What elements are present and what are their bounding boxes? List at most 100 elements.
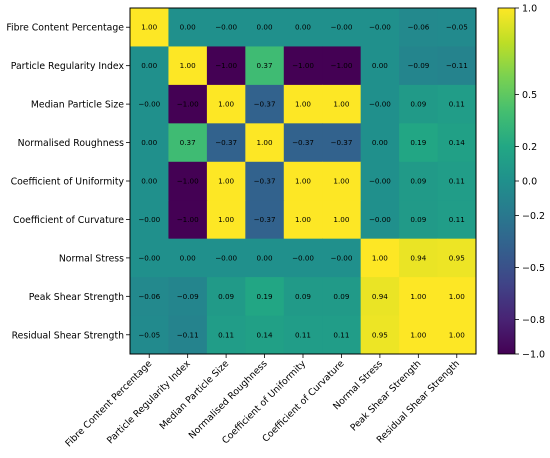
heatmap-cell [283,123,323,163]
heatmap-cell [360,123,400,163]
colorbar-tick-label: −1.0 [522,350,545,361]
heatmap-cell [245,315,285,355]
x-tick-label: Residual Shear Strength [375,358,462,445]
cell-value-label: 0.95 [449,253,465,262]
heatmap-cell [399,123,439,163]
cell-value-label: 0.00 [141,61,157,70]
heatmap-cell [437,84,477,124]
cell-value-label: −0.00 [292,253,314,262]
heatmap-cell [130,8,169,47]
cell-value-label: 1.00 [295,215,311,224]
cell-value-label: 0.00 [372,61,388,70]
y-tick-label: Coefficient of Uniformity [11,177,125,188]
cell-value-label: 0.11 [449,215,465,224]
heatmap-cell [437,200,477,240]
cell-value-label: −0.00 [215,23,237,32]
y-axis: Fibre Content Percentage Particle Regular… [6,23,130,341]
colorbar-tick-label: −0.8 [522,315,545,326]
cell-value-label: −1.00 [177,215,199,224]
cell-value-label: 0.19 [410,138,426,147]
cell-value-label: 1.00 [449,330,465,339]
y-tick-label: Normalised Roughness [18,138,125,149]
cell-value-label: 0.00 [180,253,196,262]
cell-value-label: −0.37 [215,138,237,147]
cell-value-label: 1.00 [180,61,196,70]
cell-value-label: 0.00 [257,253,273,262]
cell-value-label: 0.11 [295,330,311,339]
cell-value-label: −0.00 [138,253,160,262]
heatmap-cell [130,200,169,240]
heatmap-cell [437,123,477,163]
cell-value-label: 0.09 [295,292,311,301]
heatmap-cell [322,238,362,278]
heatmap-cell [283,46,323,86]
cell-value-label: 1.00 [295,177,311,186]
heatmap-cell [206,84,246,124]
cell-value-label: −0.37 [330,138,352,147]
cell-value-label: 0.00 [141,177,157,186]
heatmap-cell [130,46,169,86]
heatmap-cell [283,277,323,317]
heatmap-cell [168,200,208,240]
cell-value-label: −0.00 [330,23,352,32]
heatmap-cell [399,8,439,47]
heatmap-cell [360,238,400,278]
heatmap-cell [245,161,285,201]
cell-value-label: 0.09 [410,177,426,186]
cell-value-label: −1.00 [292,61,314,70]
heatmap-cell [168,46,208,86]
cell-value-label: 1.00 [218,100,234,109]
heatmap-cell [360,46,400,86]
cell-value-label: −0.00 [369,177,391,186]
cell-value-label: −0.00 [369,23,391,32]
heatmap-cell [245,277,285,317]
cell-value-label: 0.11 [218,330,234,339]
cell-value-label: −0.37 [292,138,314,147]
heatmap-cell [206,161,246,201]
cell-value-label: 0.11 [333,330,349,339]
heatmap-cell [206,277,246,317]
heatmap-cell [168,84,208,124]
heatmap-cell [437,277,477,317]
cell-value-label: −0.06 [138,292,160,301]
heatmap-cell [322,161,362,201]
cell-value-label: 0.37 [257,61,273,70]
heatmap-cell [283,8,323,47]
cell-value-label: 0.00 [372,138,388,147]
cell-value-label: −1.00 [177,100,199,109]
y-tick-label: Median Particle Size [31,100,124,111]
cell-value-label: 1.00 [141,23,157,32]
cell-value-label: −0.00 [138,215,160,224]
heatmap-cell [283,315,323,355]
cell-value-label: 0.14 [257,330,273,339]
colorbar-tick-label: 1.0 [522,4,537,15]
heatmap-cell-labels: 1.00 0.00 −0.00 0.00 0.00 −0.00 −0.00 −0.06 −0.0… [138,23,468,340]
heatmap-cell [168,238,208,278]
heatmap-cell [283,238,323,278]
heatmap-cell [437,238,477,278]
cell-value-label: 0.00 [180,23,196,32]
x-tick-label: Median Particle Size [158,358,232,432]
heatmap-cell [245,238,285,278]
cell-value-label: 0.09 [333,292,349,301]
cell-value-label: −0.05 [446,23,468,32]
y-tick-label: Coefficient of Curvature [13,215,124,226]
y-tick-label: Particle Regularity Index [11,61,125,72]
cell-value-label: 0.14 [449,138,465,147]
cell-value-label: −1.00 [330,61,352,70]
heatmap-cell [130,277,169,317]
cell-value-label: 0.09 [218,292,234,301]
heatmap-cell [322,123,362,163]
cell-value-label: −0.11 [177,330,199,339]
cell-value-label: 1.00 [257,138,273,147]
colorbar: 1.0 0.5 0.2 0.0 −0.2 −0.5 −0.8 −1.0 [497,4,545,361]
heatmap-cell [245,46,285,86]
cell-value-label: 1.00 [295,100,311,109]
cell-value-label: 0.00 [295,23,311,32]
heatmap-cell [399,161,439,201]
cell-value-label: −0.05 [138,330,160,339]
x-tick-label: Peak Shear Strength [348,358,423,433]
heatmap-cell [245,200,285,240]
